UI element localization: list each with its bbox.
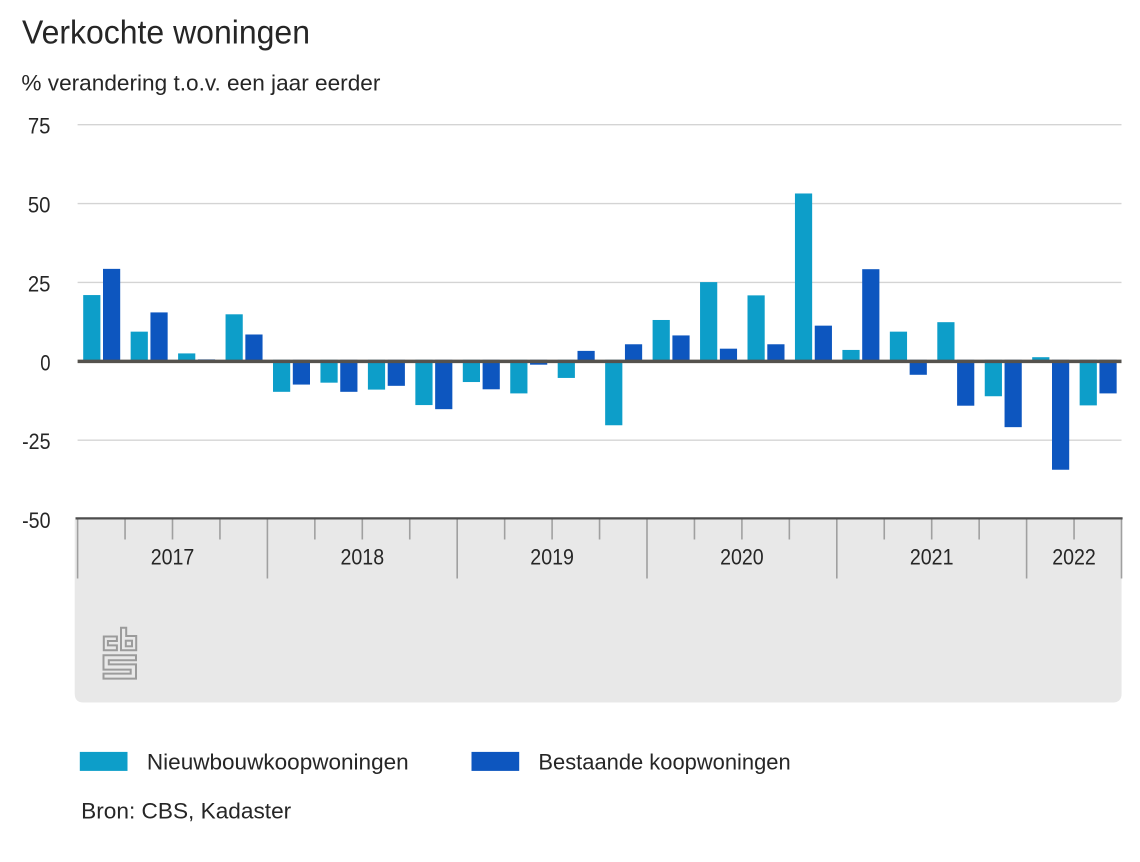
svg-text:2020: 2020 [720,545,764,570]
svg-text:25: 25 [28,271,51,296]
svg-text:50: 50 [28,193,51,218]
svg-text:2019: 2019 [530,545,574,570]
svg-text:-25: -25 [22,429,50,454]
svg-text:Bron: CBS, Kadaster: Bron: CBS, Kadaster [81,799,292,824]
svg-text:2021: 2021 [910,545,954,570]
svg-text:Nieuwbouwkoopwoningen: Nieuwbouwkoopwoningen [147,750,409,775]
svg-text:75: 75 [28,114,51,139]
svg-text:0: 0 [40,350,50,375]
svg-text:% verandering t.o.v. een jaar: % verandering t.o.v. een jaar eerder [21,70,380,95]
svg-text:Bestaande koopwoningen: Bestaande koopwoningen [538,750,790,775]
svg-text:Verkochte woningen: Verkochte woningen [22,14,310,51]
svg-text:-50: -50 [22,508,50,533]
svg-text:2017: 2017 [151,545,195,570]
svg-text:2022: 2022 [1052,545,1096,570]
svg-text:2018: 2018 [341,545,385,570]
